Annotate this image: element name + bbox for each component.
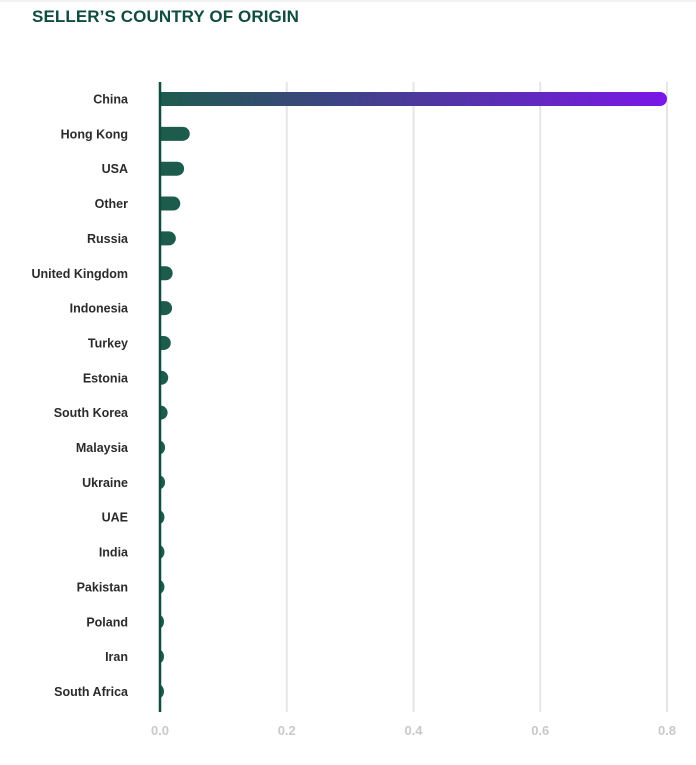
category-label: Poland [86, 615, 128, 629]
category-label: Russia [87, 232, 129, 246]
x-tick-label: 0.2 [278, 723, 296, 738]
category-label: United Kingdom [31, 267, 128, 281]
category-label: South Africa [54, 685, 129, 699]
top-divider [0, 0, 696, 2]
category-label: South Korea [54, 406, 129, 420]
category-label: Other [95, 197, 128, 211]
x-tick-label: 0.6 [531, 723, 549, 738]
chart-title: SELLER’S COUNTRY OF ORIGIN [32, 7, 300, 26]
category-labels: China Hong Kong USA Other Russia United Kingd… [31, 93, 129, 699]
category-label: Turkey [88, 336, 128, 350]
category-label: China [93, 93, 129, 107]
x-tick-label: 0.0 [151, 723, 169, 738]
category-label: India [99, 546, 129, 560]
category-label: USA [102, 162, 128, 176]
x-tick-label: 0.4 [404, 723, 423, 738]
bar-china [153, 92, 667, 106]
x-tick-labels: 0.0 0.2 0.4 0.6 0.8 [151, 723, 676, 738]
category-label: Malaysia [76, 441, 129, 455]
category-label: Indonesia [70, 302, 129, 316]
category-label: Estonia [83, 371, 129, 385]
bars [153, 92, 667, 699]
bar-hong-kong [153, 126, 190, 141]
category-label: Pakistan [77, 580, 128, 594]
category-label: UAE [102, 511, 128, 525]
category-label: Hong Kong [61, 127, 128, 141]
category-label: Ukraine [82, 476, 128, 490]
y-axis [152, 82, 162, 712]
axis-mask [152, 82, 159, 712]
gridlines [285, 82, 668, 712]
x-tick-label: 0.8 [658, 723, 676, 738]
category-label: Iran [105, 650, 128, 664]
